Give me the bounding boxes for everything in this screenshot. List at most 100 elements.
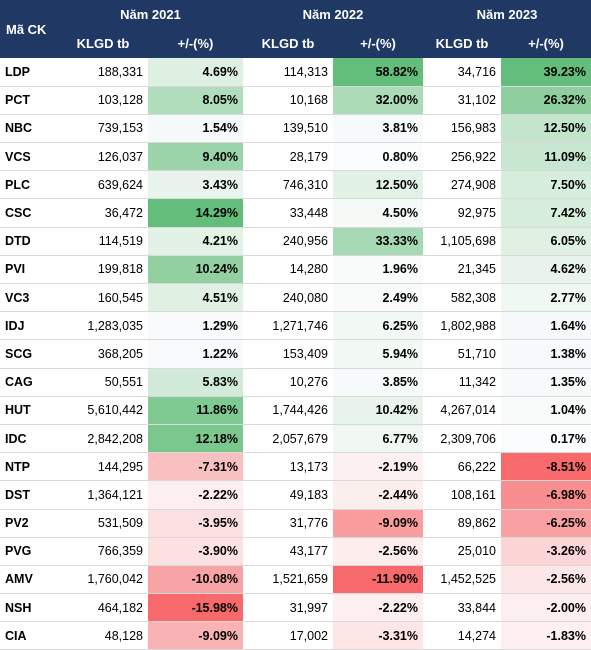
volume-2021-cell: 639,624 — [58, 170, 148, 200]
change-2022-cell: 3.85% — [333, 368, 423, 397]
change-header: +/-(%) — [501, 29, 591, 58]
change-2021-cell: -3.95% — [148, 509, 243, 538]
table-row: PV2 531,509 -3.95% 31,776 -9.09% 89,862 -6.25% — [0, 509, 591, 538]
change-2023-cell: -1.83% — [501, 621, 591, 650]
change-2021-cell: 4.51% — [148, 283, 243, 313]
change-2021-cell: 4.21% — [148, 227, 243, 256]
volume-header: KLGD tb — [243, 29, 333, 58]
volume-2021-cell: 144,295 — [58, 452, 148, 482]
volume-2021-cell: 188,331 — [58, 58, 148, 87]
volume-2023-cell: 31,102 — [423, 86, 501, 115]
change-2023-cell: 7.50% — [501, 170, 591, 200]
stock-code-cell: HUT — [0, 396, 58, 425]
volume-2022-cell: 153,409 — [243, 339, 333, 369]
volume-2023-cell: 1,452,525 — [423, 565, 501, 595]
volume-2022-cell: 10,276 — [243, 368, 333, 397]
volume-2021-cell: 114,519 — [58, 227, 148, 256]
volume-2022-cell: 17,002 — [243, 621, 333, 650]
table-row: NBC 739,153 1.54% 139,510 3.81% 156,983 12.50% — [0, 114, 591, 144]
volume-2021-cell: 199,818 — [58, 255, 148, 285]
change-2023-cell: -3.26% — [501, 537, 591, 566]
change-2022-cell: 12.50% — [333, 170, 423, 200]
volume-2023-cell: 1,105,698 — [423, 227, 501, 256]
stock-code-cell: PVI — [0, 255, 58, 285]
volume-2022-cell: 240,956 — [243, 227, 333, 256]
change-2021-cell: -2.22% — [148, 480, 243, 510]
table-row: CAG 50,551 5.83% 10,276 3.85% 11,342 1.35% — [0, 368, 591, 397]
change-2022-cell: 3.81% — [333, 114, 423, 144]
change-2021-cell: 4.69% — [148, 58, 243, 87]
table-row: VC3 160,545 4.51% 240,080 2.49% 582,308 2.77% — [0, 283, 591, 313]
change-2021-cell: 1.22% — [148, 339, 243, 369]
change-2021-cell: 1.29% — [148, 311, 243, 341]
volume-2023-cell: 34,716 — [423, 58, 501, 87]
change-2022-cell: -2.19% — [333, 452, 423, 482]
change-2023-cell: 2.77% — [501, 283, 591, 313]
change-2023-cell: 1.35% — [501, 368, 591, 397]
volume-2023-cell: 1,802,988 — [423, 311, 501, 341]
change-2023-cell: -2.00% — [501, 593, 591, 623]
volume-2023-cell: 66,222 — [423, 452, 501, 482]
change-2022-cell: 32.00% — [333, 86, 423, 115]
volume-2021-cell: 1,760,042 — [58, 565, 148, 595]
change-2021-cell: 10.24% — [148, 255, 243, 285]
volume-2021-cell: 160,545 — [58, 283, 148, 313]
stock-code-cell: IDJ — [0, 311, 58, 341]
volume-2022-cell: 33,448 — [243, 198, 333, 228]
change-2023-cell: 7.42% — [501, 198, 591, 228]
change-2022-cell: 58.82% — [333, 58, 423, 87]
change-2021-cell: 1.54% — [148, 114, 243, 144]
volume-2022-cell: 13,173 — [243, 452, 333, 482]
change-2023-cell: 26.32% — [501, 86, 591, 115]
volume-2021-cell: 2,842,208 — [58, 424, 148, 454]
volume-2023-cell: 2,309,706 — [423, 424, 501, 454]
volume-2022-cell: 1,744,426 — [243, 396, 333, 425]
change-2021-cell: 12.18% — [148, 424, 243, 454]
change-2021-cell: -7.31% — [148, 452, 243, 482]
change-2022-cell: -2.56% — [333, 537, 423, 566]
stock-code-cell: PCT — [0, 86, 58, 115]
header-row-metrics: KLGD tb +/-(%) KLGD tb +/-(%) KLGD tb +/… — [0, 29, 591, 58]
change-header: +/-(%) — [148, 29, 243, 58]
change-2021-cell: 9.40% — [148, 142, 243, 172]
change-2023-cell: 12.50% — [501, 114, 591, 144]
change-2021-cell: 8.05% — [148, 86, 243, 115]
stock-code-cell: CAG — [0, 368, 58, 397]
table-row: IDJ 1,283,035 1.29% 1,271,746 6.25% 1,802,988… — [0, 311, 591, 341]
table-row: PVG 766,359 -3.90% 43,177 -2.56% 25,010 -3.26% — [0, 537, 591, 566]
volume-2022-cell: 28,179 — [243, 142, 333, 172]
volume-2022-cell: 240,080 — [243, 283, 333, 313]
change-2023-cell: 1.38% — [501, 339, 591, 369]
change-2021-cell: -10.08% — [148, 565, 243, 595]
table-row: LDP 188,331 4.69% 114,313 58.82% 34,716 39.23% — [0, 58, 591, 87]
volume-2021-cell: 368,205 — [58, 339, 148, 369]
change-2022-cell: 33.33% — [333, 227, 423, 256]
table-row: NTP 144,295 -7.31% 13,173 -2.19% 66,222 -8.51% — [0, 452, 591, 482]
stock-code-cell: LDP — [0, 58, 58, 87]
change-2022-cell: 0.80% — [333, 142, 423, 172]
table-row: CIA 48,128 -9.09% 17,002 -3.31% 14,274 -1.83% — [0, 621, 591, 650]
volume-2021-cell: 531,509 — [58, 509, 148, 538]
table-row: PLC 639,624 3.43% 746,310 12.50% 274,908 7.50% — [0, 170, 591, 200]
stock-code-cell: DST — [0, 480, 58, 510]
year-header-2022: Năm 2022 — [243, 0, 423, 29]
table-row: PVI 199,818 10.24% 14,280 1.96% 21,345 4.62% — [0, 255, 591, 285]
change-2023-cell: -8.51% — [501, 452, 591, 482]
stock-code-cell: VC3 — [0, 283, 58, 313]
change-2021-cell: 14.29% — [148, 198, 243, 228]
volume-2022-cell: 10,168 — [243, 86, 333, 115]
volume-2023-cell: 33,844 — [423, 593, 501, 623]
stock-code-cell: NSH — [0, 593, 58, 623]
volume-2022-cell: 14,280 — [243, 255, 333, 285]
change-2021-cell: -9.09% — [148, 621, 243, 650]
volume-2022-cell: 1,271,746 — [243, 311, 333, 341]
change-2022-cell: 4.50% — [333, 198, 423, 228]
volume-2022-cell: 43,177 — [243, 537, 333, 566]
volume-2021-cell: 766,359 — [58, 537, 148, 566]
table-row: VCS 126,037 9.40% 28,179 0.80% 256,922 11.09% — [0, 142, 591, 172]
stock-code-cell: DTD — [0, 227, 58, 256]
table-row: IDC 2,842,208 12.18% 2,057,679 6.77% 2,309,70… — [0, 424, 591, 454]
change-2023-cell: 6.05% — [501, 227, 591, 256]
change-2022-cell: 1.96% — [333, 255, 423, 285]
change-2023-cell: 39.23% — [501, 58, 591, 87]
